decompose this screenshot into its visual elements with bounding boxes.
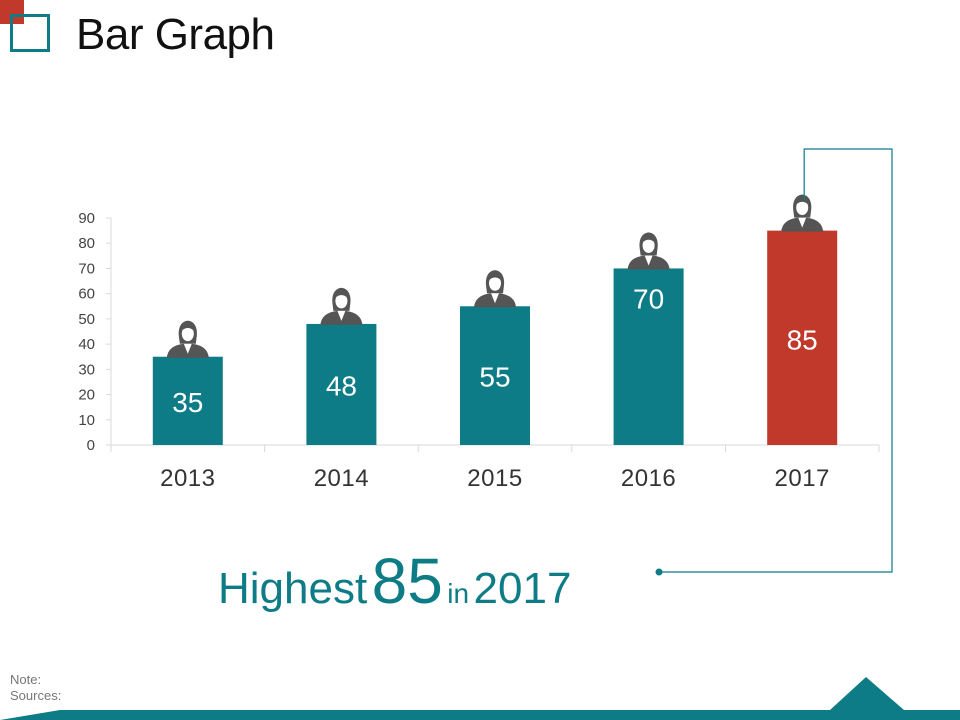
person-icon-2013 [166, 320, 209, 358]
data-label-2014: 48 [326, 370, 357, 401]
y-tick-label: 20 [78, 387, 95, 404]
highlight-prefix: Highest [218, 564, 368, 613]
chart-bars [152, 230, 838, 445]
callout-connector [655, 148, 893, 576]
x-tick-label-2016: 2016 [621, 465, 676, 492]
y-tick-label: 30 [78, 361, 95, 378]
person-icon-2016 [627, 232, 670, 270]
data-label-2015: 55 [479, 362, 510, 393]
highlight-text: Highest 85 in 2017 [218, 544, 571, 618]
y-tick-label: 40 [78, 336, 95, 353]
person-icon-2015 [474, 270, 516, 308]
data-label-2017: 85 [787, 325, 818, 356]
logo-outline-square [10, 14, 50, 52]
page-title: Bar Graph [76, 10, 275, 59]
callout-dot [655, 568, 663, 576]
bar-2016 [613, 268, 684, 445]
x-tick-label-2013: 2013 [160, 465, 215, 492]
bar-2015 [460, 306, 530, 445]
person-icon-2014 [320, 287, 363, 325]
y-tick-label: 50 [78, 311, 95, 328]
note-label: Note: [10, 672, 42, 687]
footer-triangle-band [0, 677, 960, 720]
y-tick-label: 90 [78, 210, 95, 227]
bar-2014 [306, 323, 377, 445]
x-tick-label-2017: 2017 [775, 465, 830, 492]
bar-2013 [152, 356, 223, 445]
chart-icons [166, 194, 824, 358]
bar-2017 [767, 230, 838, 445]
data-label-2013: 35 [172, 387, 203, 418]
y-tick-label: 70 [78, 260, 95, 277]
y-tick-label: 60 [78, 286, 95, 303]
highlight-mid: in [447, 578, 470, 609]
highlight-year: 2017 [473, 564, 572, 613]
y-tick-label: 0 [87, 437, 95, 454]
y-tick-label: 10 [78, 412, 95, 429]
x-tick-label-2015: 2015 [467, 465, 522, 492]
person-icon-2017 [781, 194, 824, 232]
notes: Note: Sources: [10, 672, 61, 704]
sources-label: Sources: [10, 688, 62, 703]
x-tick-label-2014: 2014 [314, 465, 369, 492]
callout-line [659, 148, 893, 573]
data-label-2016: 70 [633, 283, 664, 314]
y-tick-label: 80 [78, 235, 95, 252]
chart-labels: 35 2013 48 2014 55 2015 70 2016 85 2017 [160, 283, 830, 492]
highlight-value: 85 [371, 545, 443, 617]
